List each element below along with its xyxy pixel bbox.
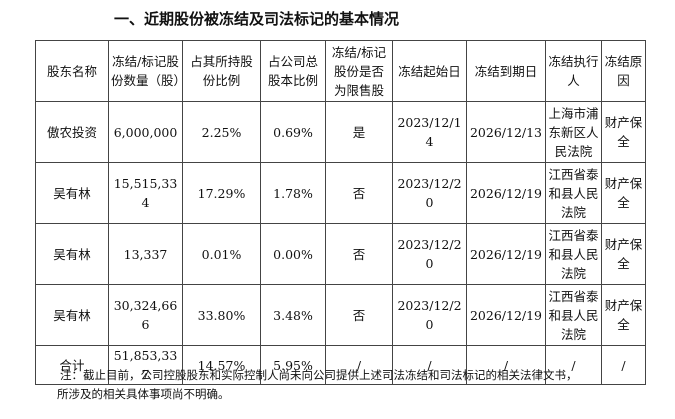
header-freeze-end-date: 冻结到期日 bbox=[466, 40, 546, 102]
cell-restricted: 否 bbox=[325, 162, 393, 224]
cell-pct-of-total-capital: 1.78% bbox=[260, 162, 326, 224]
table-header-row: 股东名称 冻结/标记股份数量（股） 占其所持股份比例 占公司总股本比例 冻结/标… bbox=[35, 40, 646, 102]
cell-reason: 财产保全 bbox=[601, 101, 646, 163]
cell-shareholder-name: 吴有林 bbox=[35, 284, 109, 346]
cell-pct-of-holdings: 17.29% bbox=[182, 162, 261, 224]
cell-executor: 江西省泰和县人民法院 bbox=[545, 223, 602, 285]
cell-frozen-shares: 30,324,666 bbox=[108, 284, 183, 346]
cell-end-date: 2026/12/19 bbox=[466, 284, 546, 346]
share-freeze-table: 股东名称 冻结/标记股份数量（股） 占其所持股份比例 占公司总股本比例 冻结/标… bbox=[35, 40, 646, 385]
cell-total-frozen-shares: 51,853,337 bbox=[108, 345, 183, 385]
header-restricted-shares: 冻结/标记股份是否为限售股 bbox=[325, 40, 393, 102]
header-frozen-shares: 冻结/标记股份数量（股） bbox=[108, 40, 183, 102]
cell-end-date: 2026/12/13 bbox=[466, 101, 546, 163]
footnote-line-2: 所涉及的相关具体事项尚不明确。 bbox=[57, 387, 230, 401]
header-shareholder-name: 股东名称 bbox=[35, 40, 109, 102]
cell-shareholder-name: 吴有林 bbox=[35, 223, 109, 285]
header-pct-of-holdings: 占其所持股份比例 bbox=[182, 40, 261, 102]
cell-total-restricted: / bbox=[325, 345, 393, 385]
cell-reason: 财产保全 bbox=[601, 284, 646, 346]
cell-pct-of-total-capital: 0.00% bbox=[260, 223, 326, 285]
cell-total-end-date: / bbox=[466, 345, 546, 385]
cell-pct-of-total-capital: 0.69% bbox=[260, 101, 326, 163]
cell-end-date: 2026/12/19 bbox=[466, 223, 546, 285]
cell-total-label: 合计 bbox=[35, 345, 109, 385]
header-pct-of-total-capital: 占公司总股本比例 bbox=[260, 40, 326, 102]
table-row: 傲农投资 6,000,000 2.25% 0.69% 是 2023/12/14 … bbox=[35, 101, 646, 163]
cell-frozen-shares: 15,515,334 bbox=[108, 162, 183, 224]
cell-start-date: 2023/12/14 bbox=[392, 101, 467, 163]
cell-restricted: 否 bbox=[325, 223, 393, 285]
cell-executor: 上海市浦东新区人民法院 bbox=[545, 101, 602, 163]
cell-shareholder-name: 吴有林 bbox=[35, 162, 109, 224]
cell-pct-of-holdings: 2.25% bbox=[182, 101, 261, 163]
header-executor: 冻结执行人 bbox=[545, 40, 602, 102]
cell-reason: 财产保全 bbox=[601, 223, 646, 285]
cell-start-date: 2023/12/20 bbox=[392, 284, 467, 346]
cell-executor: 江西省泰和县人民法院 bbox=[545, 284, 602, 346]
cell-pct-of-holdings: 0.01% bbox=[182, 223, 261, 285]
cell-frozen-shares: 13,337 bbox=[108, 223, 183, 285]
cell-total-pct-of-holdings: 14.57% bbox=[182, 345, 261, 385]
cell-restricted: 否 bbox=[325, 284, 393, 346]
cell-shareholder-name: 傲农投资 bbox=[35, 101, 109, 163]
header-freeze-reason: 冻结原因 bbox=[601, 40, 646, 102]
table-row: 吴有林 13,337 0.01% 0.00% 否 2023/12/20 2026… bbox=[35, 223, 646, 285]
cell-end-date: 2026/12/19 bbox=[466, 162, 546, 224]
table-row: 吴有林 30,324,666 33.80% 3.48% 否 2023/12/20… bbox=[35, 284, 646, 346]
cell-start-date: 2023/12/20 bbox=[392, 162, 467, 224]
table-total-row: 合计 51,853,337 14.57% 5.95% / / / / / bbox=[35, 345, 646, 385]
cell-pct-of-holdings: 33.80% bbox=[182, 284, 261, 346]
cell-restricted: 是 bbox=[325, 101, 393, 163]
cell-executor: 江西省泰和县人民法院 bbox=[545, 162, 602, 224]
cell-pct-of-total-capital: 3.48% bbox=[260, 284, 326, 346]
table-row: 吴有林 15,515,334 17.29% 1.78% 否 2023/12/20… bbox=[35, 162, 646, 224]
cell-frozen-shares: 6,000,000 bbox=[108, 101, 183, 163]
footnote: 注：截止目前，公司控股股东和实际控制人尚未向公司提供上述司法冻结和司法标记的相关… bbox=[57, 366, 620, 404]
section-heading: 一、近期股份被冻结及司法标记的基本情况 bbox=[114, 10, 400, 28]
footnote-line-1: 注：截止目前，公司控股股东和实际控制人尚未向公司提供上述司法冻结和司法标记的相关… bbox=[60, 368, 578, 382]
header-freeze-start-date: 冻结起始日 bbox=[392, 40, 467, 102]
cell-total-reason: / bbox=[601, 345, 646, 385]
cell-reason: 财产保全 bbox=[601, 162, 646, 224]
cell-total-pct-of-total-capital: 5.95% bbox=[260, 345, 326, 385]
cell-start-date: 2023/12/20 bbox=[392, 223, 467, 285]
cell-total-start-date: / bbox=[392, 345, 467, 385]
